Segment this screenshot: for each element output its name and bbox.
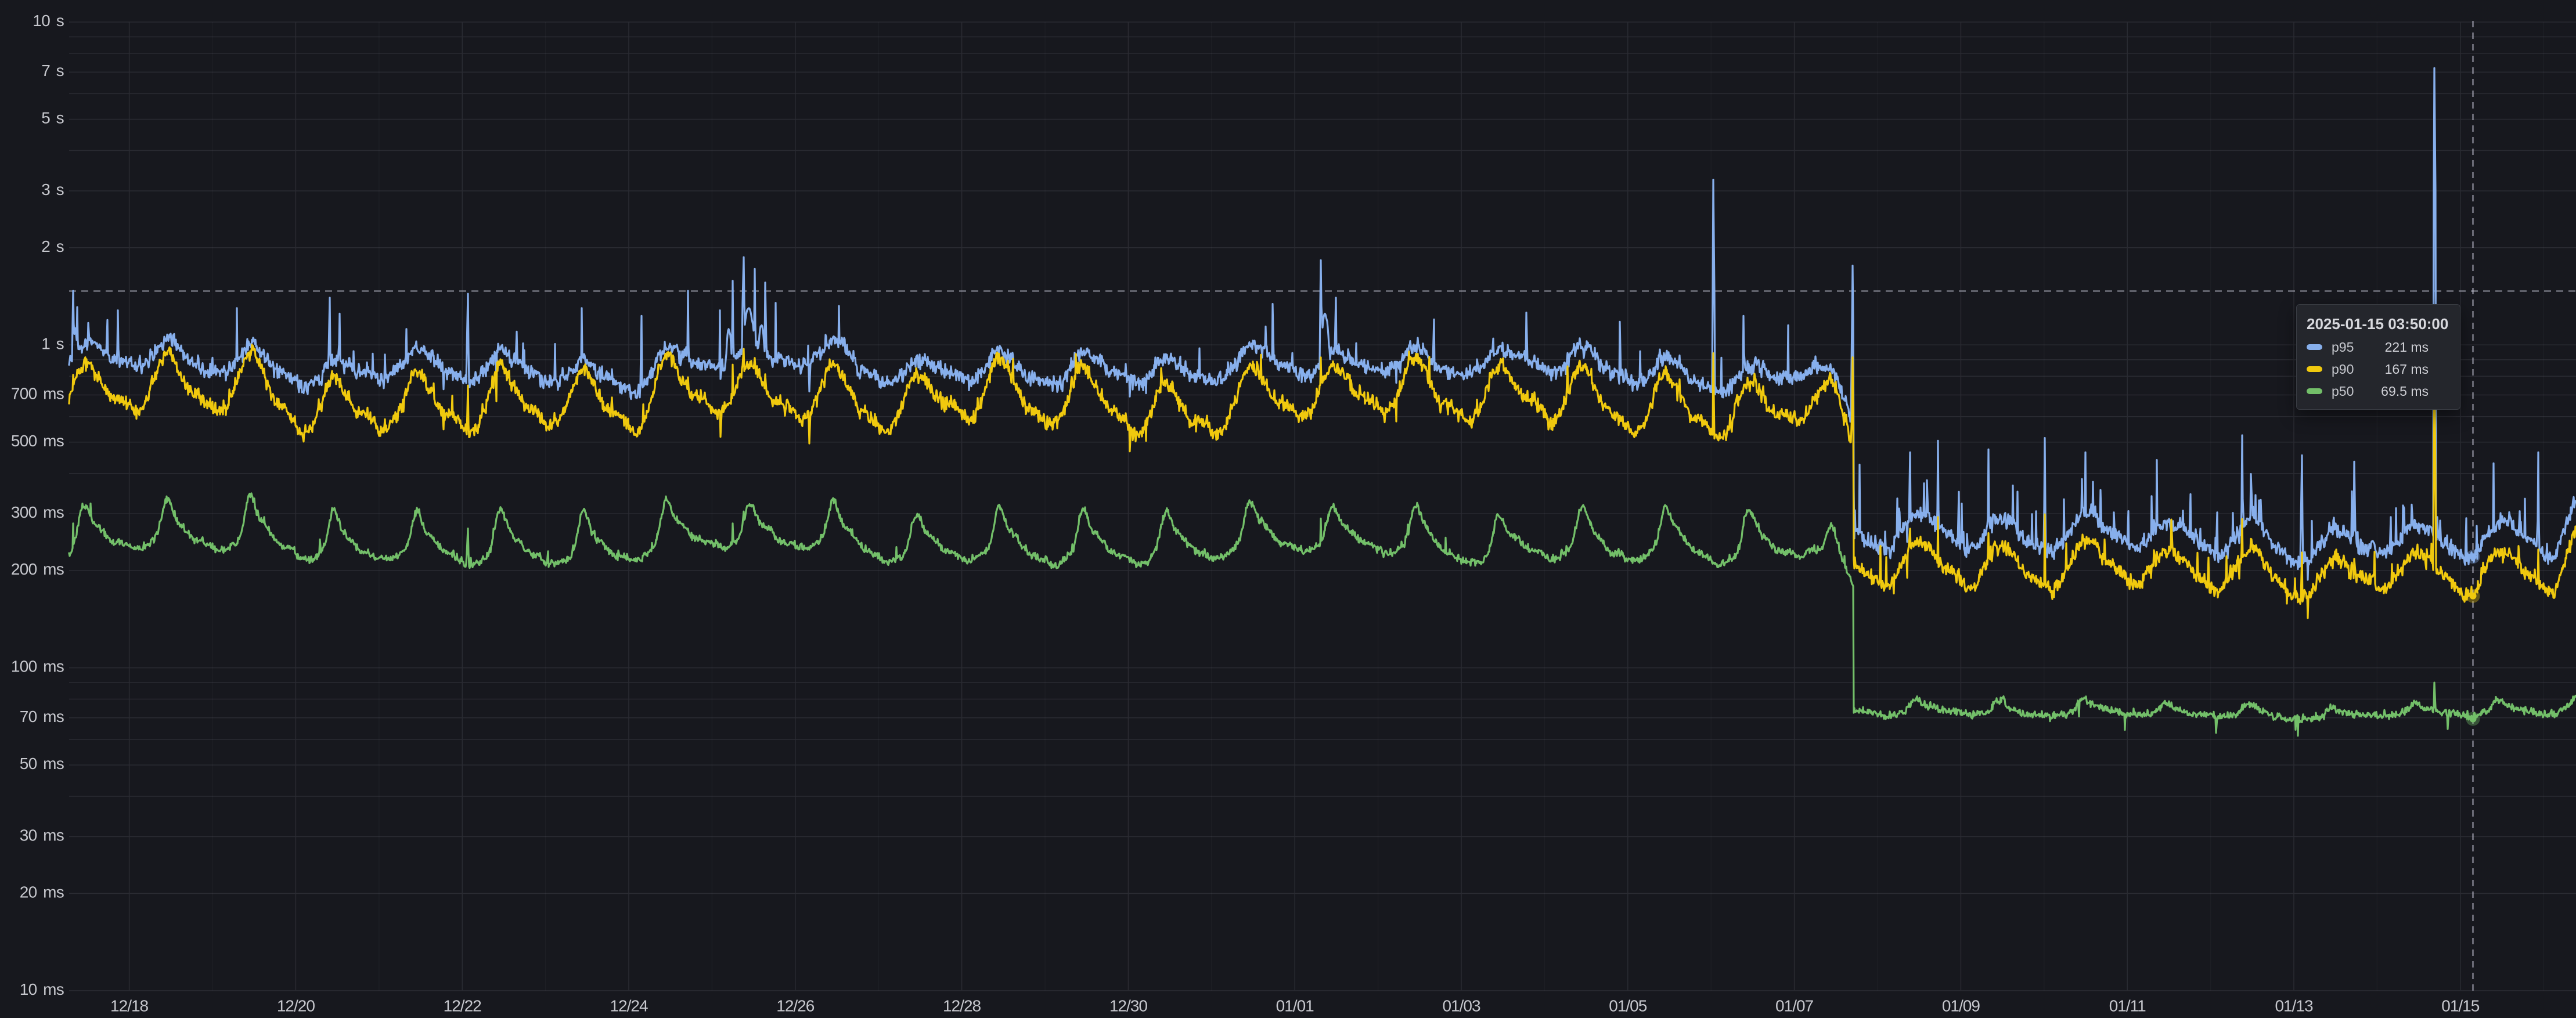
- svg-text:100 ms: 100 ms: [11, 658, 64, 676]
- svg-text:10 ms: 10 ms: [20, 980, 64, 998]
- svg-text:01/05: 01/05: [1609, 997, 1647, 1015]
- svg-text:30 ms: 30 ms: [20, 826, 64, 844]
- svg-text:3 s: 3 s: [41, 181, 64, 198]
- svg-text:12/22: 12/22: [444, 997, 481, 1015]
- svg-text:12/20: 12/20: [277, 997, 315, 1015]
- svg-text:2 s: 2 s: [41, 237, 64, 255]
- svg-text:300 ms: 300 ms: [11, 503, 64, 521]
- svg-text:70 ms: 70 ms: [20, 707, 64, 725]
- svg-text:01/03: 01/03: [1442, 997, 1480, 1015]
- svg-text:12/24: 12/24: [610, 997, 647, 1015]
- svg-text:01/11: 01/11: [2109, 997, 2146, 1015]
- svg-text:700 ms: 700 ms: [11, 385, 64, 403]
- svg-text:5 s: 5 s: [41, 109, 64, 127]
- svg-text:12/18: 12/18: [110, 997, 148, 1015]
- svg-text:01/15: 01/15: [2441, 997, 2479, 1015]
- svg-text:1 s: 1 s: [41, 334, 64, 352]
- svg-text:12/26: 12/26: [776, 997, 814, 1015]
- svg-text:01/07: 01/07: [1775, 997, 1813, 1015]
- svg-text:12/30: 12/30: [1109, 997, 1147, 1015]
- svg-text:01/13: 01/13: [2275, 997, 2312, 1015]
- svg-text:10 s: 10 s: [33, 12, 64, 30]
- svg-text:7 s: 7 s: [41, 62, 64, 80]
- svg-text:12/28: 12/28: [943, 997, 981, 1015]
- svg-text:200 ms: 200 ms: [11, 560, 64, 578]
- svg-text:50 ms: 50 ms: [20, 755, 64, 772]
- svg-text:500 ms: 500 ms: [11, 432, 64, 450]
- svg-text:01/01: 01/01: [1276, 997, 1314, 1015]
- svg-text:01/09: 01/09: [1942, 997, 1980, 1015]
- svg-text:20 ms: 20 ms: [20, 883, 64, 901]
